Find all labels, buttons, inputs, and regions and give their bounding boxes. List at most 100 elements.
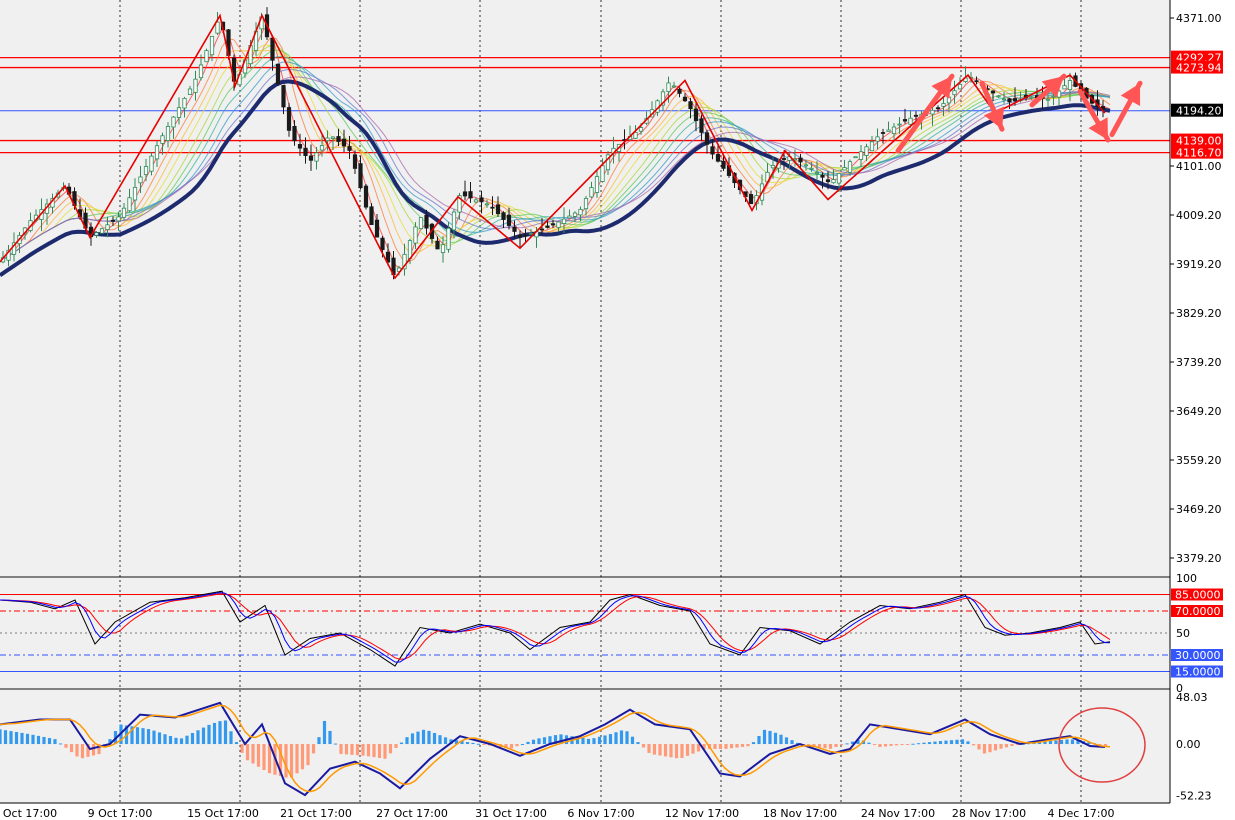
candle-body — [165, 126, 171, 141]
candle-body — [688, 101, 693, 110]
candle-body — [209, 35, 215, 56]
macd-histogram-bar — [641, 744, 646, 748]
candle-body — [831, 179, 836, 184]
candle-body — [814, 172, 820, 175]
macd-histogram-bar — [735, 744, 739, 748]
candle-body — [671, 85, 677, 88]
candle-body — [803, 164, 809, 167]
macd-histogram-bar — [592, 738, 596, 745]
macd-histogram-bar — [872, 744, 877, 746]
time-axis-label: 6 Nov 17:00 — [567, 807, 634, 820]
price-axis-label: 3469.20 — [1176, 503, 1222, 516]
candle-body — [847, 161, 853, 173]
trend-arrow-head — [1088, 117, 1108, 141]
macd-histogram-bar — [234, 742, 239, 745]
macd-histogram-bar — [856, 739, 860, 745]
macd-histogram-bar — [53, 739, 57, 745]
macd-histogram-bar — [713, 744, 717, 749]
macd-histogram-bar — [207, 724, 211, 745]
candle-body — [105, 224, 110, 231]
macd-histogram-bar — [553, 735, 558, 745]
macd-histogram-bar — [663, 744, 668, 757]
candle-body — [110, 219, 116, 222]
macd-histogram-bar — [75, 744, 79, 757]
macd-histogram-bar — [130, 726, 134, 745]
macd-histogram-bar — [933, 741, 937, 745]
candle-body — [594, 176, 600, 193]
stochastic-signal-line — [0, 593, 1111, 660]
price-pane-background — [0, 0, 1170, 576]
candle-body — [880, 132, 886, 134]
macd-histogram-bar — [999, 744, 1003, 749]
candle-body — [561, 218, 567, 224]
price-level-label: 4194.20 — [1176, 105, 1222, 118]
macd-histogram-bar — [625, 731, 629, 745]
macd-histogram-bar — [988, 744, 992, 753]
macd-histogram-bar — [938, 741, 943, 745]
macd-histogram-bar — [460, 741, 464, 745]
macd-histogram-bar — [779, 734, 783, 745]
macd-histogram-bar — [1048, 741, 1053, 745]
macd-histogram-bar — [1015, 744, 1020, 746]
macd-histogram-bar — [702, 744, 706, 750]
macd-histogram-bar — [674, 744, 679, 759]
candle-body — [1067, 80, 1073, 91]
candle-body — [358, 163, 363, 189]
candle-body — [182, 97, 187, 109]
time-axis-background — [0, 803, 1235, 820]
candle-body — [187, 88, 193, 95]
slow-moving-average-line — [0, 79, 1111, 277]
macd-histogram-bar — [1098, 744, 1102, 746]
price-level-tag — [1171, 60, 1223, 74]
macd-histogram-bar — [559, 734, 563, 745]
macd-histogram-bar — [25, 733, 30, 745]
macd-histogram-bar — [944, 740, 948, 745]
price-axis-label: 3649.20 — [1176, 405, 1222, 418]
candle-body — [154, 145, 160, 160]
price-axis-label: 3739.20 — [1176, 356, 1222, 369]
candle-body — [523, 234, 528, 237]
candle-body — [781, 158, 787, 160]
trend-arrow-head — [931, 76, 952, 99]
candle-body — [330, 136, 336, 139]
zigzag-line — [0, 13, 1106, 280]
candle-body — [952, 90, 957, 96]
candle-body — [495, 204, 501, 215]
candle-body — [512, 226, 517, 232]
candle-body — [902, 119, 908, 122]
candle-body — [798, 157, 803, 163]
candle-body — [369, 206, 374, 225]
candle-body — [501, 212, 506, 220]
macd-histogram-bar — [900, 744, 904, 746]
macd-histogram-bar — [971, 744, 976, 746]
macd-histogram-bar — [680, 744, 684, 758]
macd-histogram-bar — [1004, 744, 1009, 748]
price-axis-label: 3559.20 — [1176, 454, 1222, 467]
macd-histogram-bar — [762, 729, 767, 745]
macd-histogram-bar — [1065, 739, 1069, 745]
candle-body — [347, 146, 352, 151]
macd-histogram-bar — [229, 731, 233, 745]
macd-histogram-bar — [438, 735, 442, 745]
macd-histogram-bar — [597, 736, 602, 745]
candle-body — [897, 123, 902, 126]
macd-histogram-bar — [509, 744, 514, 749]
macd-histogram-bar — [245, 744, 250, 761]
macd-histogram-bar — [311, 744, 316, 754]
macd-histogram-bar — [966, 741, 970, 745]
macd-histogram-bar — [251, 744, 255, 764]
candle-body — [462, 191, 468, 197]
macd-histogram-bar — [20, 732, 24, 745]
candle-body — [996, 95, 1001, 98]
macd-histogram-bar — [575, 737, 580, 745]
macd-histogram-bar — [889, 744, 893, 746]
candle-body — [721, 160, 726, 169]
candle-body — [297, 143, 303, 149]
candle-body — [545, 225, 550, 228]
macd-histogram-bar — [256, 744, 261, 767]
macd-histogram-bar — [69, 744, 74, 753]
candle-body — [820, 174, 825, 178]
candle-body — [468, 191, 473, 199]
macd-histogram-bar — [289, 744, 294, 778]
candle-body — [990, 90, 996, 94]
